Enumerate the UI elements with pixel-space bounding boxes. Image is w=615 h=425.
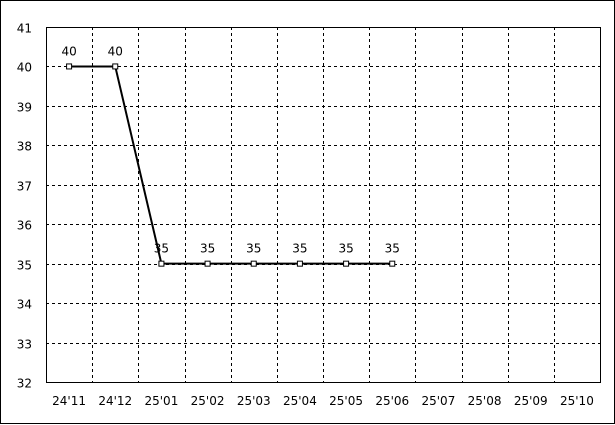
y-tick-label: 41: [17, 22, 32, 36]
x-tick-label: 24'12: [98, 394, 132, 408]
y-tick-label: 32: [17, 377, 32, 391]
x-tick-label: 25'07: [421, 394, 455, 408]
data-point-marker: [296, 260, 303, 267]
data-label: 35: [246, 242, 261, 256]
series-line: [69, 65, 393, 265]
x-tick-label: 25'02: [191, 394, 225, 408]
y-tick-label: 40: [17, 61, 32, 75]
plot-area-border: [46, 27, 601, 383]
data-label: 35: [338, 242, 353, 256]
x-tick-label: 25'06: [375, 394, 409, 408]
x-tick-label: 24'11: [52, 394, 86, 408]
data-point-marker: [66, 63, 73, 70]
y-tick-label: 37: [17, 180, 32, 194]
x-tick-label: 25'03: [237, 394, 271, 408]
data-label: 35: [154, 242, 169, 256]
x-tick-label: 25'01: [144, 394, 178, 408]
data-point-marker: [389, 260, 396, 267]
data-point-marker: [250, 260, 257, 267]
x-tick-label: 25'09: [514, 394, 548, 408]
x-tick-label: 25'04: [283, 394, 317, 408]
data-label: 40: [108, 44, 123, 58]
data-point-marker: [343, 260, 350, 267]
y-tick-label: 34: [17, 298, 32, 312]
data-point-marker: [112, 63, 119, 70]
data-label: 35: [385, 242, 400, 256]
y-tick-label: 39: [17, 101, 32, 115]
y-tick-label: 35: [17, 259, 32, 273]
data-label: 40: [61, 44, 76, 58]
y-tick-label: 36: [17, 219, 32, 233]
x-tick-label: 25'08: [468, 394, 502, 408]
y-tick-label: 33: [17, 338, 32, 352]
data-point-marker: [204, 260, 211, 267]
x-tick-label: 25'10: [560, 394, 594, 408]
y-tick-label: 38: [17, 140, 32, 154]
data-label: 35: [200, 242, 215, 256]
data-label: 35: [292, 242, 307, 256]
data-point-marker: [158, 260, 165, 267]
x-tick-label: 25'05: [329, 394, 363, 408]
